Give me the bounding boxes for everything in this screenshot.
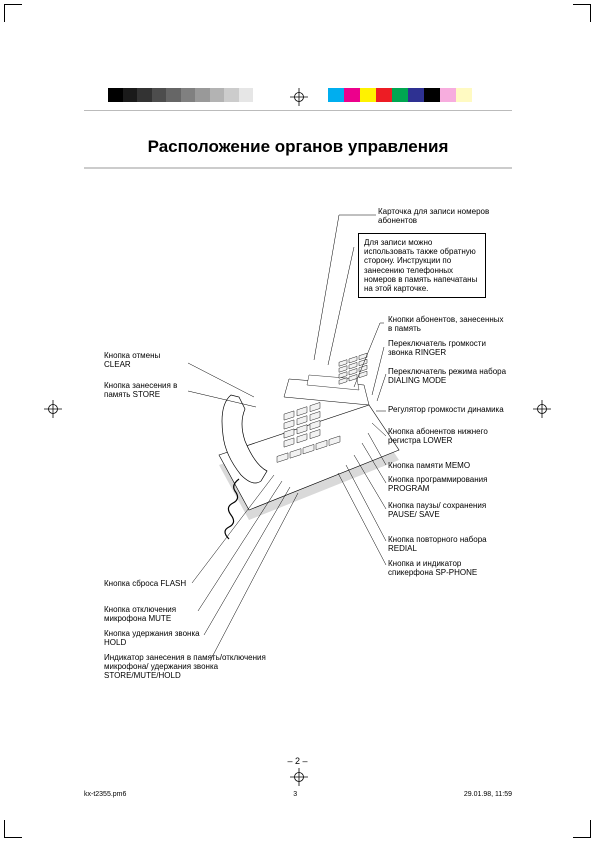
crop-mark-bl: [4, 820, 22, 838]
phone-diagram: Карточка для записи номеров абонентов Дл…: [84, 175, 512, 750]
footer-sheet: 3: [293, 791, 297, 798]
callout-mute: Кнопка отключения микрофона MUTE: [104, 605, 204, 623]
callout-speaker-vol: Регулятор громкости динамика: [388, 405, 508, 414]
callout-program: Кнопка программирования PROGRAM: [388, 475, 508, 493]
footer-timestamp: 29.01.98, 11:59: [464, 791, 512, 798]
callout-memory-btns: Кнопки абонентов, занесенных в память: [388, 315, 508, 333]
crop-mark-br: [573, 820, 591, 838]
grayscale-calibration-bar: [108, 88, 268, 102]
callout-store: Кнопка занесения в память STORE: [104, 381, 188, 399]
callout-memo: Кнопка памяти MEMO: [388, 461, 508, 470]
page-number: – 2 –: [0, 756, 595, 766]
registration-mark-bottom: [290, 768, 308, 786]
title-underline: [84, 167, 512, 169]
callout-flash: Кнопка сброса FLASH: [104, 579, 194, 588]
registration-mark-top: [290, 88, 308, 106]
print-footer: kx-t2355.pm6 3 29.01.98, 11:59: [84, 791, 512, 798]
callout-clear: Кнопка отмены CLEAR: [104, 351, 188, 369]
callout-spphone: Кнопка и индикатор спикерфона SP-PHONE: [388, 559, 508, 577]
callout-card: Карточка для записи номеров абонентов: [378, 207, 498, 225]
crop-mark-tr: [573, 4, 591, 22]
callout-redial: Кнопка повторного набора REDIAL: [388, 535, 508, 553]
footer-file: kx-t2355.pm6: [84, 791, 126, 798]
callout-dialing: Переключатель режима набора DIALING MODE: [388, 367, 508, 385]
registration-mark-right: [533, 400, 551, 418]
callout-lower: Кнопка абонентов нижнего регистра LOWER: [388, 427, 508, 445]
callout-hold: Кнопка удержания звонка HOLD: [104, 629, 204, 647]
crop-mark-tl: [4, 4, 22, 22]
page-title: Расположение органов управления: [84, 137, 512, 157]
color-calibration-bar: [328, 88, 488, 102]
callout-indicator: Индикатор занесения в память/отключения …: [104, 653, 294, 681]
callout-card-note: Для записи можно использовать также обра…: [358, 233, 486, 298]
callout-pause: Кнопка паузы/ сохранения PAUSE/ SAVE: [388, 501, 508, 519]
callout-ringer: Переключатель громкости звонка RINGER: [388, 339, 508, 357]
registration-mark-left: [44, 400, 62, 418]
